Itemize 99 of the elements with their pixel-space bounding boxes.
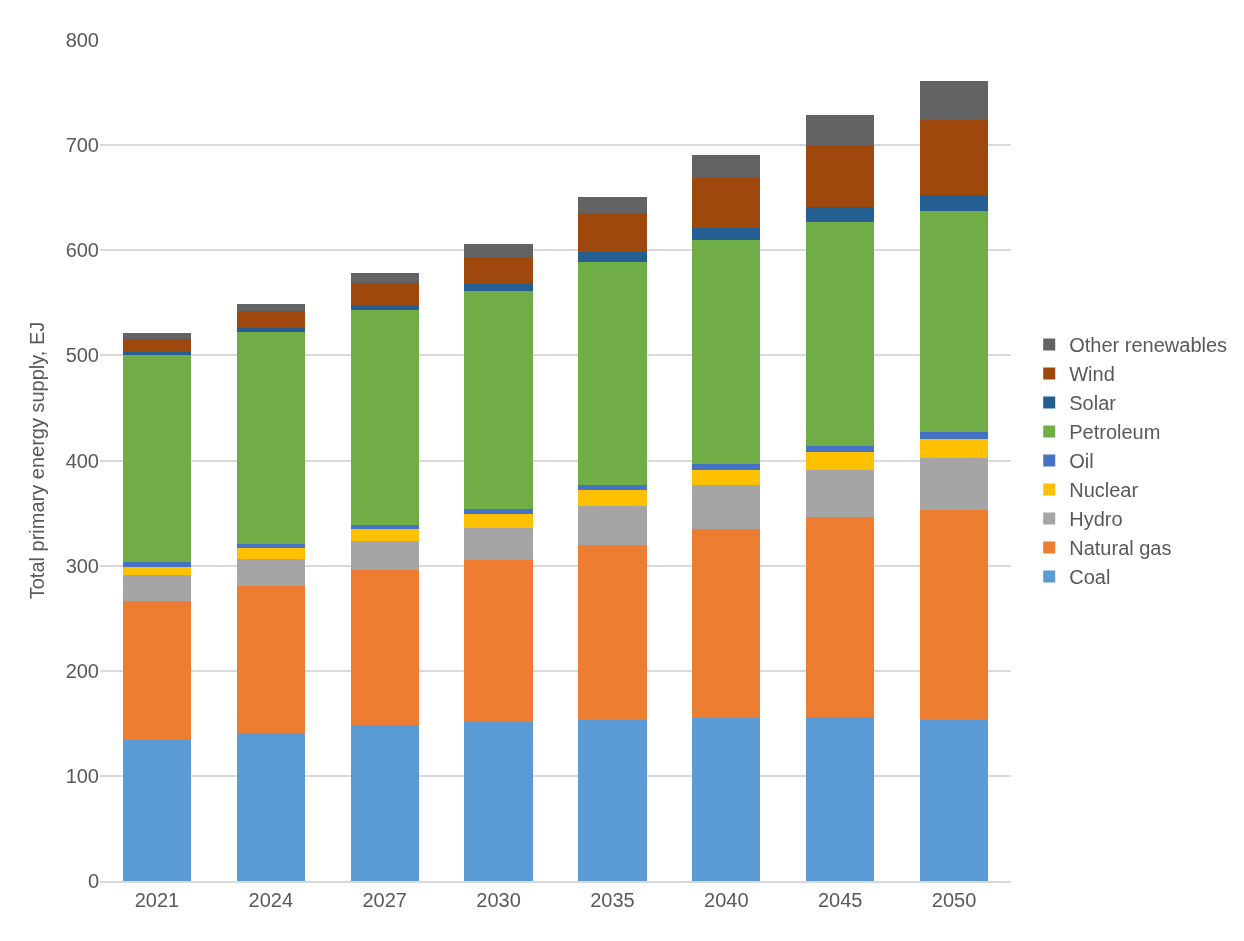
- legend-label: Wind: [1069, 363, 1115, 386]
- bar: [692, 154, 761, 178]
- y-tick-label: 400: [65, 449, 99, 472]
- bar: [578, 261, 647, 485]
- y-tick-label: 100: [65, 764, 99, 787]
- x-tick-label: 2045: [817, 888, 863, 911]
- bar: [122, 740, 192, 881]
- bar: [236, 332, 305, 544]
- x-tick-label: 2030: [476, 888, 521, 911]
- bar: [350, 541, 419, 570]
- bar: [464, 560, 533, 723]
- legend-label: Solar: [1069, 392, 1117, 415]
- y-tick-label: 200: [65, 659, 99, 682]
- bar: [236, 547, 305, 560]
- bar: [806, 145, 875, 208]
- bar: [919, 432, 989, 440]
- x-tick-label: 2050: [931, 888, 977, 911]
- bar: [806, 717, 875, 881]
- bar: [806, 445, 875, 453]
- bar: [919, 720, 989, 881]
- bar: [350, 528, 419, 542]
- bar: [350, 273, 419, 283]
- bar: [919, 81, 989, 120]
- bar: [236, 543, 305, 548]
- bar: [122, 355, 192, 563]
- y-axis-title: Total primary energy supply, EJ: [26, 321, 49, 600]
- legend-label: Nuclear: [1069, 479, 1139, 502]
- y-tick-label: 800: [65, 29, 99, 51]
- bar: [692, 463, 761, 470]
- bar: [236, 311, 305, 329]
- bar: [122, 601, 192, 741]
- legend-label: Natural gas: [1069, 537, 1172, 560]
- x-tick-label: 2035: [590, 888, 635, 911]
- bar: [122, 575, 192, 602]
- bar: [806, 221, 875, 446]
- bar: [350, 524, 419, 529]
- bar: [236, 328, 305, 333]
- bar: [350, 310, 419, 525]
- x-tick-label: 2040: [704, 888, 749, 911]
- y-tick-label: 0: [87, 870, 99, 892]
- bar: [806, 114, 875, 146]
- bar: [692, 484, 761, 529]
- bar: [350, 725, 419, 881]
- bar: [806, 469, 875, 518]
- x-tick-label: 2024: [248, 888, 294, 911]
- legend-label: Petroleum: [1069, 421, 1161, 444]
- bar: [122, 352, 192, 356]
- bar: [236, 303, 305, 312]
- bar: [464, 283, 533, 292]
- bar: [236, 732, 305, 881]
- bar: [464, 722, 533, 881]
- bar: [350, 282, 419, 305]
- bar: [122, 338, 192, 353]
- bar: [578, 505, 647, 545]
- y-tick-label: 500: [65, 344, 99, 367]
- y-tick-label: 600: [65, 239, 99, 262]
- bar: [806, 452, 875, 470]
- legend-label: Coal: [1069, 566, 1111, 589]
- bar: [919, 119, 989, 195]
- bar: [122, 333, 192, 339]
- bar: [692, 177, 761, 229]
- bar: [806, 207, 875, 222]
- bar: [464, 514, 533, 528]
- bar: [236, 559, 305, 586]
- bar: [692, 469, 761, 485]
- bar: [806, 517, 875, 718]
- bar: [692, 239, 761, 464]
- bar: [578, 489, 647, 506]
- bar: [919, 211, 989, 433]
- y-tick-label: 700: [65, 134, 99, 157]
- x-tick-label: 2027: [362, 888, 407, 911]
- bar: [919, 439, 989, 459]
- bar: [350, 569, 419, 726]
- bar: [464, 291, 533, 509]
- bar: [236, 585, 305, 733]
- bar: [919, 458, 989, 510]
- x-tick-label: 2021: [134, 888, 180, 911]
- legend-label: Hydro: [1069, 508, 1123, 531]
- bar: [919, 509, 989, 721]
- bar: [692, 228, 761, 240]
- bar: [578, 252, 647, 262]
- bar: [350, 304, 419, 311]
- legend-label: Other renewables: [1069, 334, 1228, 357]
- bar: [122, 566, 192, 576]
- bar: [578, 196, 647, 214]
- y-tick-label: 300: [65, 554, 99, 577]
- bar: [578, 544, 647, 721]
- bar: [464, 527, 533, 561]
- bar: [578, 213, 647, 253]
- bar: [692, 528, 761, 719]
- legend-label: Oil: [1069, 450, 1094, 473]
- bar: [919, 194, 989, 212]
- bar: [692, 718, 761, 881]
- bar: [464, 256, 533, 284]
- bar: [122, 562, 192, 567]
- bar: [578, 484, 647, 490]
- bar: [464, 508, 533, 515]
- bar: [464, 243, 533, 257]
- bar: [578, 720, 647, 881]
